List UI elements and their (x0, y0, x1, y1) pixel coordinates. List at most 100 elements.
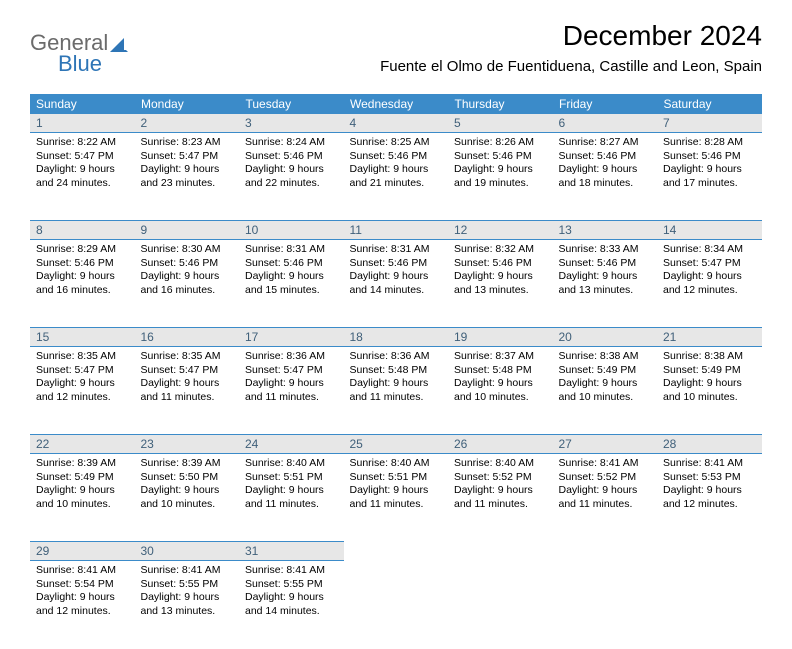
sunset-line: Sunset: 5:46 PM (245, 150, 338, 164)
sunrise-line: Sunrise: 8:40 AM (454, 457, 547, 471)
day-cell: Sunrise: 8:41 AMSunset: 5:55 PMDaylight:… (135, 561, 240, 649)
sunset-line: Sunset: 5:54 PM (36, 578, 129, 592)
day-cell: Sunrise: 8:40 AMSunset: 5:51 PMDaylight:… (239, 454, 344, 542)
empty-cell (657, 542, 762, 561)
daylight-line: Daylight: 9 hours and 11 minutes. (559, 484, 652, 511)
day-cell: Sunrise: 8:35 AMSunset: 5:47 PMDaylight:… (135, 347, 240, 435)
empty-cell (448, 542, 553, 561)
day-number: 27 (553, 435, 658, 454)
sunrise-line: Sunrise: 8:40 AM (245, 457, 338, 471)
sunset-line: Sunset: 5:52 PM (559, 471, 652, 485)
daylight-line: Daylight: 9 hours and 19 minutes. (454, 163, 547, 190)
sunrise-line: Sunrise: 8:32 AM (454, 243, 547, 257)
empty-cell (344, 542, 449, 561)
logo-text-blue: Blue (58, 51, 102, 76)
sunset-line: Sunset: 5:52 PM (454, 471, 547, 485)
day-number: 8 (30, 221, 135, 240)
sunset-line: Sunset: 5:51 PM (245, 471, 338, 485)
sunset-line: Sunset: 5:49 PM (663, 364, 756, 378)
day-header: Monday (135, 94, 240, 114)
day-number: 26 (448, 435, 553, 454)
daylight-line: Daylight: 9 hours and 11 minutes. (454, 484, 547, 511)
day-number: 17 (239, 328, 344, 347)
day-cell: Sunrise: 8:34 AMSunset: 5:47 PMDaylight:… (657, 240, 762, 328)
sunset-line: Sunset: 5:47 PM (663, 257, 756, 271)
sunrise-line: Sunrise: 8:24 AM (245, 136, 338, 150)
header: General Blue December 2024 Fuente el Olm… (30, 20, 762, 90)
sunset-line: Sunset: 5:46 PM (141, 257, 234, 271)
day-cell: Sunrise: 8:31 AMSunset: 5:46 PMDaylight:… (344, 240, 449, 328)
daylight-line: Daylight: 9 hours and 10 minutes. (559, 377, 652, 404)
daylight-line: Daylight: 9 hours and 16 minutes. (141, 270, 234, 297)
sunrise-line: Sunrise: 8:33 AM (559, 243, 652, 257)
day-cell: Sunrise: 8:22 AMSunset: 5:47 PMDaylight:… (30, 133, 135, 221)
day-number: 9 (135, 221, 240, 240)
daylight-line: Daylight: 9 hours and 13 minutes. (454, 270, 547, 297)
day-number: 24 (239, 435, 344, 454)
sunset-line: Sunset: 5:46 PM (350, 257, 443, 271)
day-header: Friday (553, 94, 658, 114)
day-number: 1 (30, 114, 135, 133)
day-cell: Sunrise: 8:25 AMSunset: 5:46 PMDaylight:… (344, 133, 449, 221)
day-number: 22 (30, 435, 135, 454)
day-number: 11 (344, 221, 449, 240)
daylight-line: Daylight: 9 hours and 23 minutes. (141, 163, 234, 190)
day-number: 16 (135, 328, 240, 347)
daylight-line: Daylight: 9 hours and 11 minutes. (245, 484, 338, 511)
empty-cell (448, 561, 553, 649)
day-cell: Sunrise: 8:32 AMSunset: 5:46 PMDaylight:… (448, 240, 553, 328)
logo-sail-icon (110, 36, 128, 57)
sunrise-line: Sunrise: 8:41 AM (559, 457, 652, 471)
sunrise-line: Sunrise: 8:23 AM (141, 136, 234, 150)
daylight-line: Daylight: 9 hours and 14 minutes. (245, 591, 338, 618)
sunset-line: Sunset: 5:50 PM (141, 471, 234, 485)
day-number: 10 (239, 221, 344, 240)
daylight-line: Daylight: 9 hours and 18 minutes. (559, 163, 652, 190)
day-number: 20 (553, 328, 658, 347)
sunrise-line: Sunrise: 8:41 AM (245, 564, 338, 578)
sunrise-line: Sunrise: 8:35 AM (141, 350, 234, 364)
sunset-line: Sunset: 5:47 PM (141, 150, 234, 164)
daylight-line: Daylight: 9 hours and 11 minutes. (245, 377, 338, 404)
daylight-line: Daylight: 9 hours and 15 minutes. (245, 270, 338, 297)
day-number: 28 (657, 435, 762, 454)
sunrise-line: Sunrise: 8:38 AM (663, 350, 756, 364)
day-header: Wednesday (344, 94, 449, 114)
sunrise-line: Sunrise: 8:31 AM (245, 243, 338, 257)
empty-cell (344, 561, 449, 649)
day-cell: Sunrise: 8:38 AMSunset: 5:49 PMDaylight:… (553, 347, 658, 435)
day-header-row: SundayMondayTuesdayWednesdayThursdayFrid… (30, 94, 762, 114)
sunrise-line: Sunrise: 8:39 AM (141, 457, 234, 471)
sunrise-line: Sunrise: 8:29 AM (36, 243, 129, 257)
sunset-line: Sunset: 5:49 PM (36, 471, 129, 485)
sunrise-line: Sunrise: 8:41 AM (141, 564, 234, 578)
sunset-line: Sunset: 5:46 PM (245, 257, 338, 271)
day-number: 30 (135, 542, 240, 561)
day-cell: Sunrise: 8:27 AMSunset: 5:46 PMDaylight:… (553, 133, 658, 221)
sunset-line: Sunset: 5:47 PM (36, 150, 129, 164)
sunset-line: Sunset: 5:55 PM (245, 578, 338, 592)
daylight-line: Daylight: 9 hours and 11 minutes. (350, 377, 443, 404)
empty-cell (657, 561, 762, 649)
day-number: 12 (448, 221, 553, 240)
sunrise-line: Sunrise: 8:31 AM (350, 243, 443, 257)
day-header: Saturday (657, 94, 762, 114)
daylight-line: Daylight: 9 hours and 21 minutes. (350, 163, 443, 190)
day-content-row: Sunrise: 8:39 AMSunset: 5:49 PMDaylight:… (30, 454, 762, 542)
day-cell: Sunrise: 8:24 AMSunset: 5:46 PMDaylight:… (239, 133, 344, 221)
sunset-line: Sunset: 5:46 PM (454, 150, 547, 164)
empty-cell (553, 542, 658, 561)
daylight-line: Daylight: 9 hours and 12 minutes. (663, 484, 756, 511)
sunset-line: Sunset: 5:53 PM (663, 471, 756, 485)
day-content-row: Sunrise: 8:41 AM Sunset: 5:54 PM Daylight:… (30, 561, 762, 649)
day-number: 18 (344, 328, 449, 347)
day-header: Tuesday (239, 94, 344, 114)
sunrise-line: Sunrise: 8:39 AM (36, 457, 129, 471)
sunset-line: Sunset: 5:46 PM (559, 150, 652, 164)
daylight-line: Daylight: 9 hours and 17 minutes. (663, 163, 756, 190)
day-number: 6 (553, 114, 658, 133)
day-number-row: 22232425262728 (30, 435, 762, 454)
sunrise-line: Sunrise: 8:36 AM (350, 350, 443, 364)
day-cell: Sunrise: 8:33 AMSunset: 5:46 PMDaylight:… (553, 240, 658, 328)
sunrise-line: Sunrise: 8:35 AM (36, 350, 129, 364)
